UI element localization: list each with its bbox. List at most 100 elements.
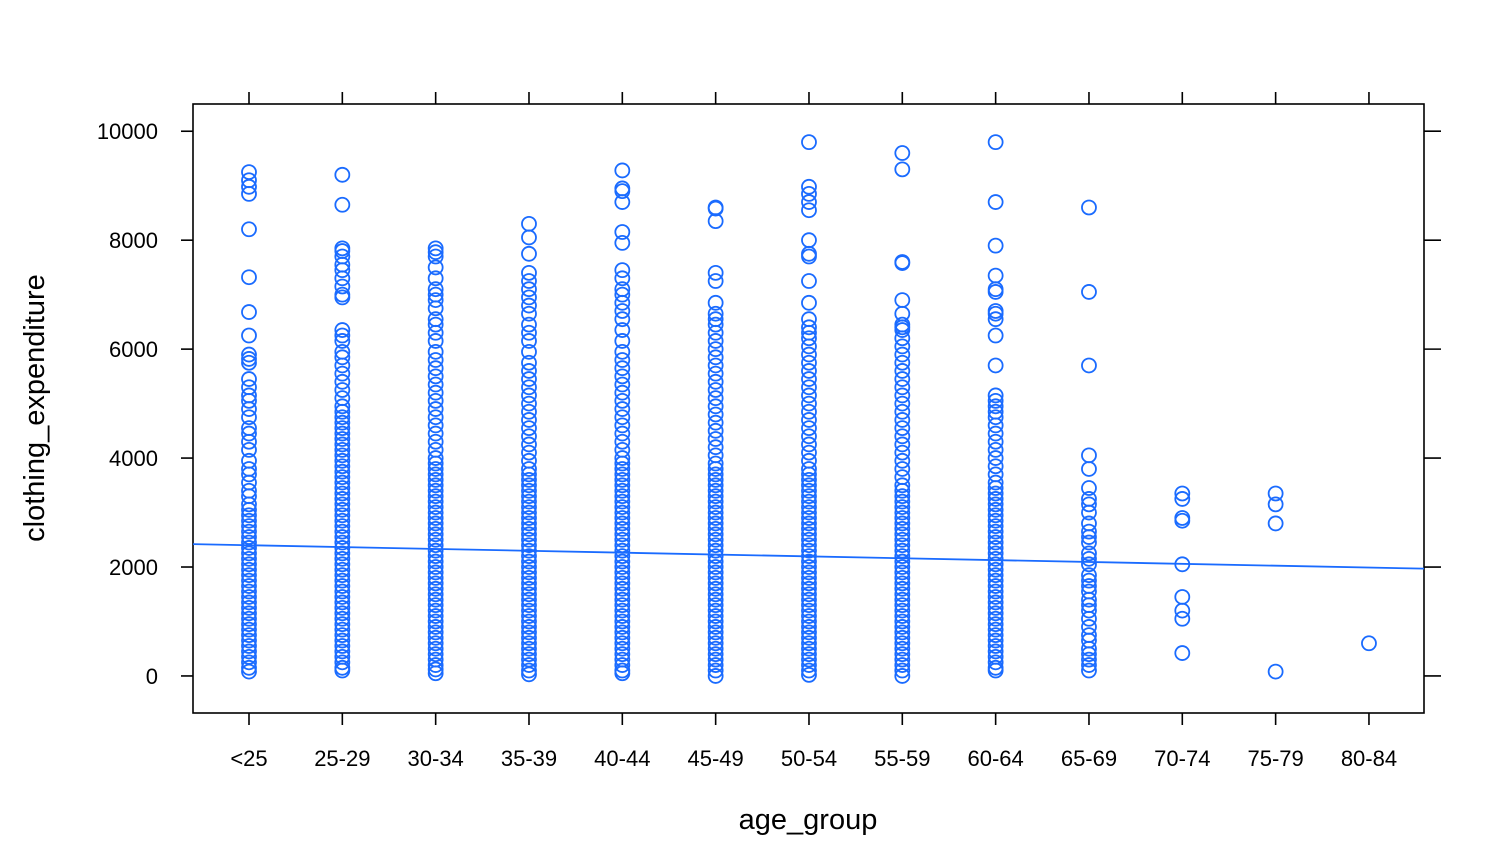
- data-point: [1267, 485, 1284, 502]
- data-point: [801, 488, 817, 505]
- data-point: [521, 613, 537, 630]
- data-point: [614, 477, 631, 494]
- data-point: [801, 185, 817, 202]
- data-point: [427, 455, 444, 472]
- data-point: [894, 428, 911, 445]
- data-point: [614, 613, 631, 630]
- data-point: [801, 629, 817, 646]
- data-point: [707, 341, 724, 358]
- data-point: [521, 363, 537, 379]
- data-point: [894, 515, 911, 532]
- data-point: [894, 619, 911, 635]
- data-point: [707, 580, 724, 597]
- data-point: [801, 412, 817, 428]
- data-point: [521, 657, 537, 673]
- data-point: [1361, 635, 1377, 652]
- data-point: [521, 564, 537, 581]
- data-point: [801, 395, 817, 412]
- data-point: [241, 594, 257, 611]
- data-point: [707, 586, 724, 603]
- data-point: [614, 360, 631, 377]
- data-point: [241, 572, 257, 589]
- data-point: [241, 540, 257, 556]
- data-point: [801, 580, 817, 597]
- data-point: [521, 629, 537, 646]
- data-point: [894, 624, 911, 641]
- data-point: [894, 354, 911, 371]
- data-point: [427, 270, 444, 287]
- x-tick-label: 50-54: [781, 746, 837, 771]
- data-point: [894, 553, 911, 570]
- data-point: [987, 599, 1004, 616]
- data-point: [521, 559, 537, 575]
- data-point: [801, 294, 817, 311]
- data-point: [334, 534, 351, 551]
- data-point: [521, 548, 537, 565]
- data-point: [521, 477, 537, 494]
- data-point: [614, 575, 631, 592]
- data-point: [521, 444, 537, 461]
- data-point: [707, 422, 724, 439]
- y-tick-label: 0: [146, 664, 158, 689]
- data-point: [707, 455, 724, 472]
- data-point: [1081, 357, 1097, 374]
- data-point: [334, 638, 351, 654]
- data-point: [707, 365, 724, 382]
- data-point: [427, 542, 444, 559]
- data-point: [427, 244, 444, 261]
- data-point: [334, 420, 351, 437]
- data-point: [707, 316, 724, 333]
- data-point: [614, 417, 631, 434]
- data-point: [894, 420, 911, 437]
- data-point: [987, 398, 1004, 415]
- data-point: [241, 354, 257, 371]
- data-point: [241, 351, 257, 367]
- data-point: [707, 373, 724, 390]
- data-point: [987, 194, 1004, 210]
- data-point: [1267, 515, 1284, 532]
- data-point: [521, 264, 537, 281]
- data-point: [987, 523, 1004, 540]
- data-point: [614, 515, 631, 532]
- data-point: [801, 273, 817, 289]
- data-point: [241, 627, 257, 644]
- data-point: [614, 433, 631, 450]
- data-point: [614, 376, 631, 393]
- data-point: [241, 379, 257, 396]
- data-point: [707, 646, 724, 663]
- data-point: [707, 597, 724, 614]
- data-point: [427, 602, 444, 619]
- data-point: [801, 354, 817, 371]
- data-point: [521, 273, 537, 289]
- data-point: [614, 392, 631, 409]
- data-point: [521, 420, 537, 437]
- data-point: [894, 635, 911, 652]
- data-point: [707, 493, 724, 510]
- data-point: [801, 420, 817, 437]
- data-point: [427, 343, 444, 360]
- data-point: [801, 657, 817, 673]
- data-point: [894, 461, 911, 477]
- data-point: [334, 365, 351, 382]
- data-point: [521, 215, 537, 232]
- data-point: [427, 259, 444, 276]
- data-point: [801, 466, 817, 483]
- data-point: [987, 305, 1004, 322]
- data-point: [614, 635, 631, 652]
- data-point: [521, 245, 537, 262]
- x-axis-title: age_group: [739, 804, 878, 836]
- data-point: [894, 161, 911, 178]
- data-point: [987, 507, 1004, 524]
- data-point: [1081, 610, 1097, 627]
- data-point: [707, 461, 724, 477]
- data-point: [614, 504, 631, 521]
- data-point: [427, 368, 444, 385]
- data-point: [707, 602, 724, 619]
- y-tick-label: 4000: [109, 446, 158, 471]
- data-point: [707, 488, 724, 505]
- data-point: [614, 352, 631, 368]
- data-point: [707, 439, 724, 456]
- data-point: [427, 409, 444, 426]
- data-point: [801, 531, 817, 548]
- data-point: [521, 591, 537, 608]
